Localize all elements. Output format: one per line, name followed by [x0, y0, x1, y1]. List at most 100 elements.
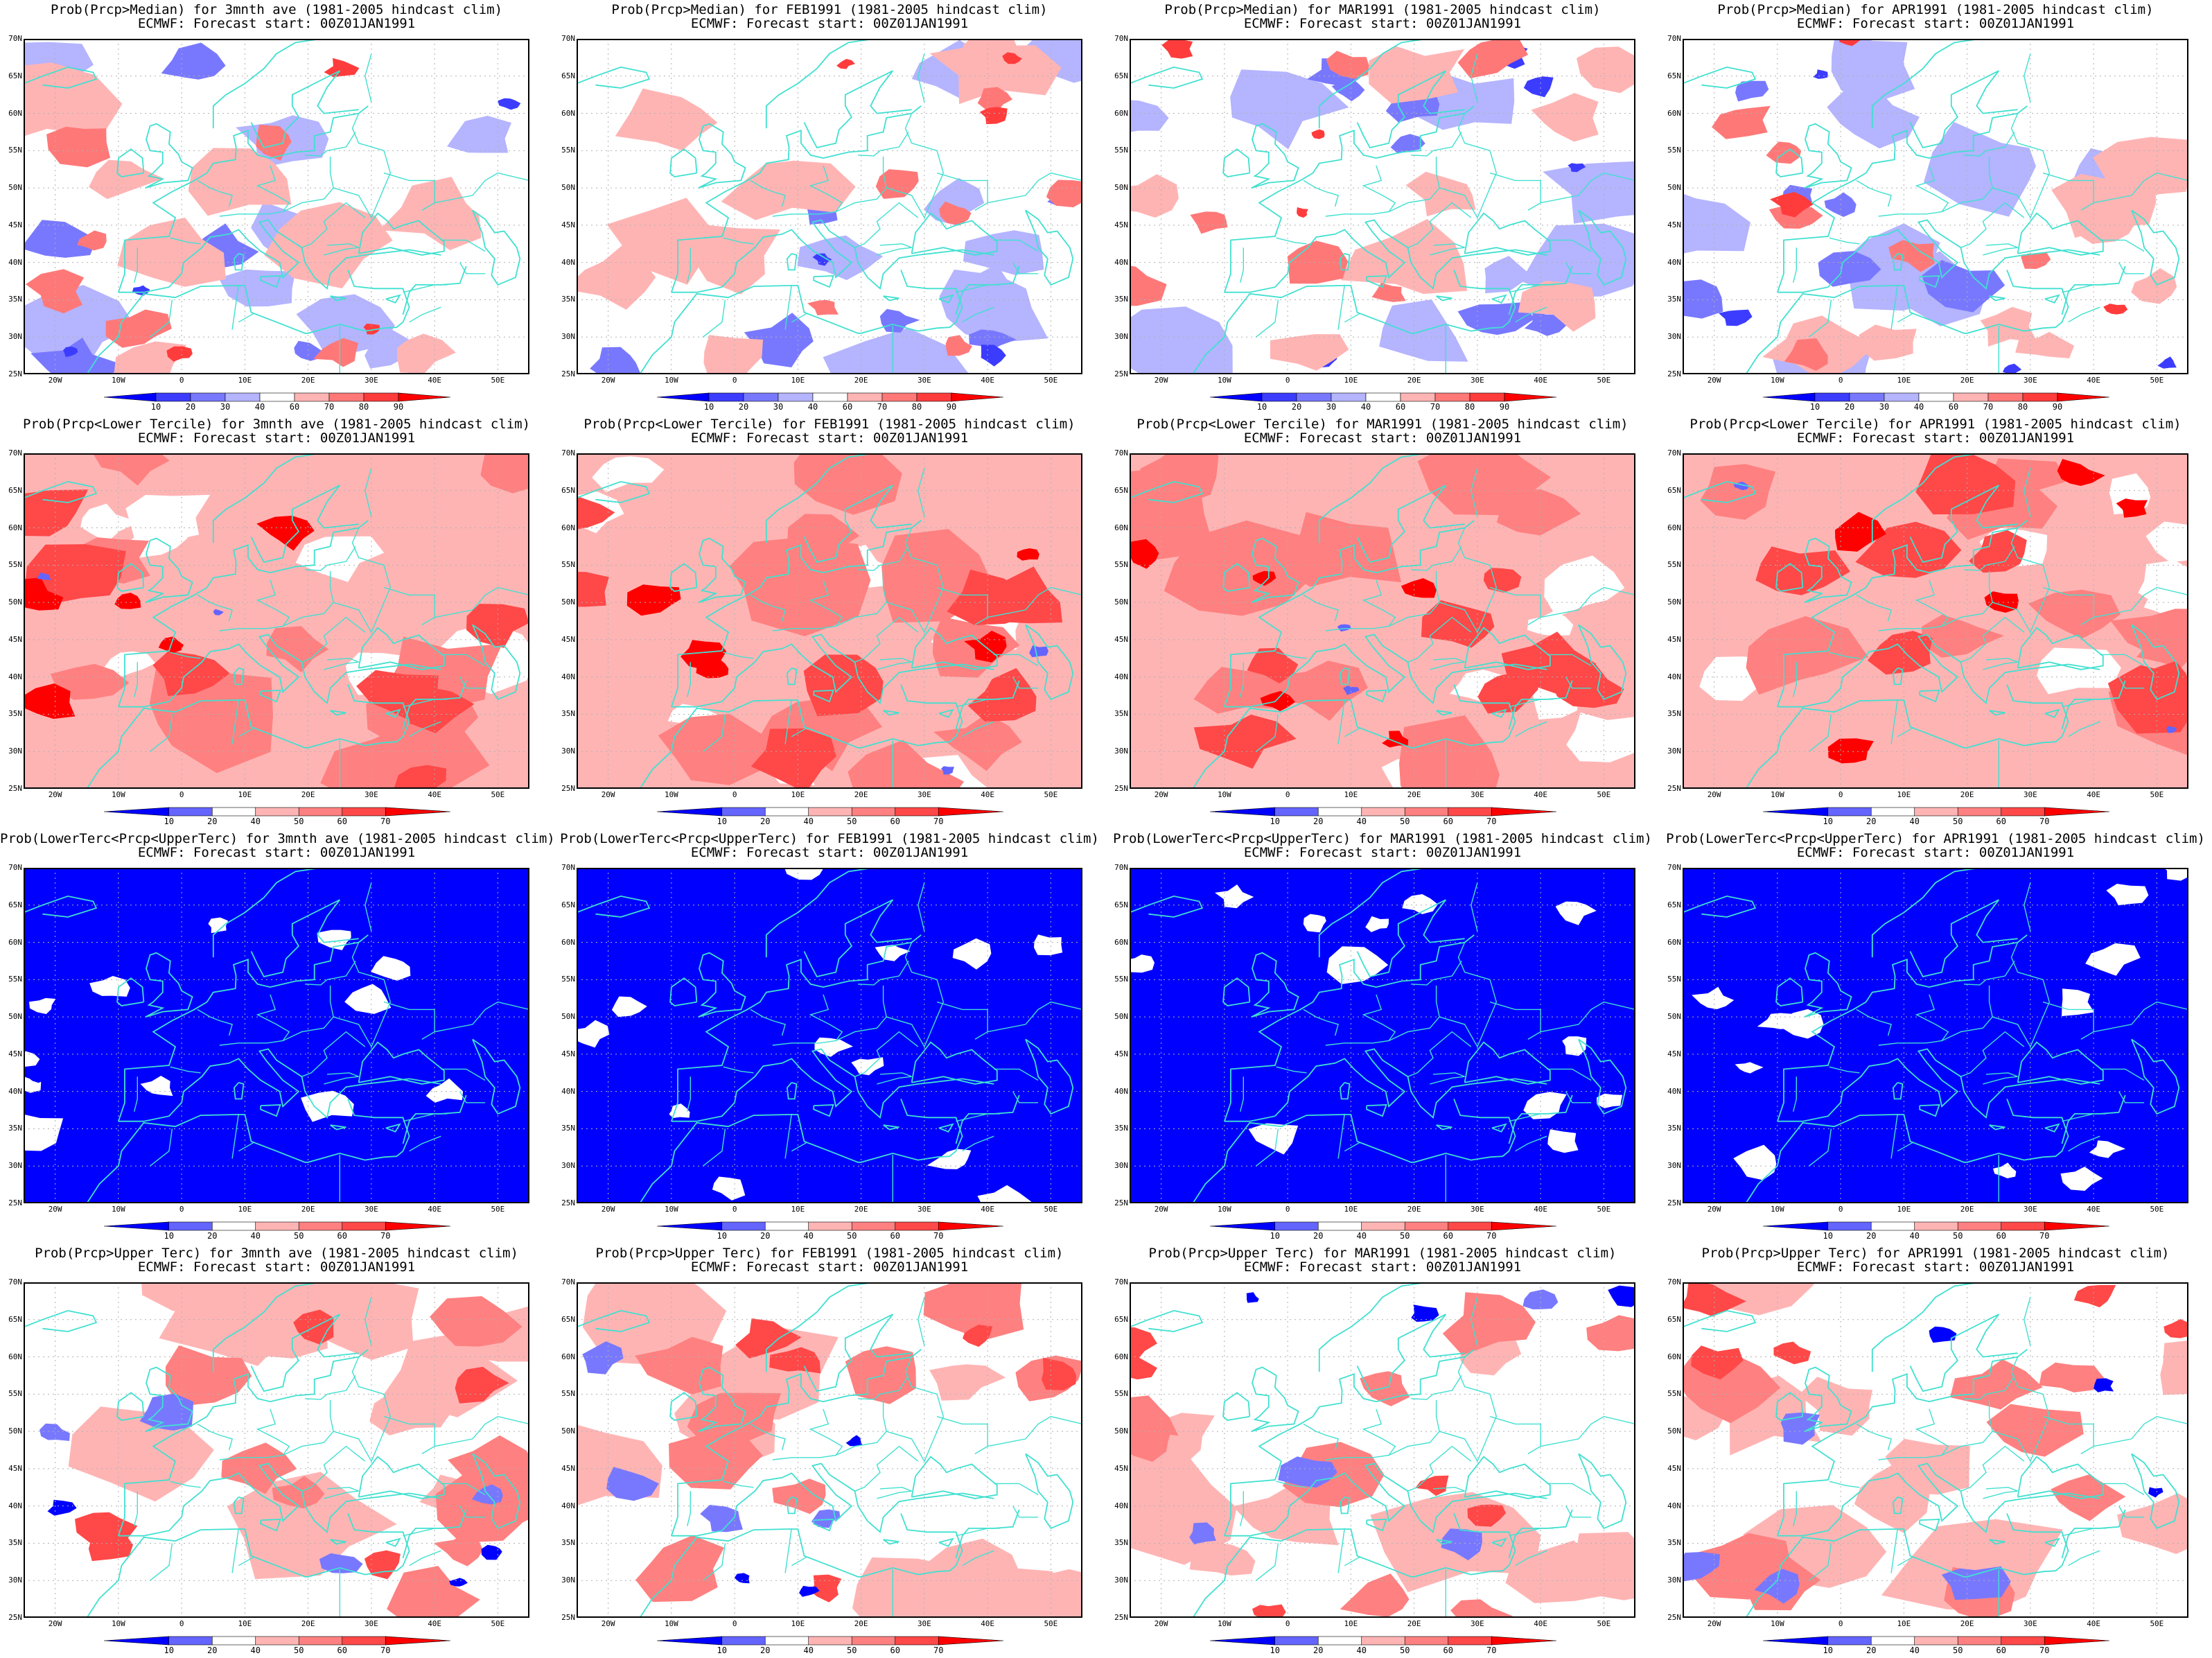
latitude-label: 65N: [1667, 485, 1681, 495]
country-border: [750, 180, 786, 207]
country-border: [2024, 1297, 2031, 1346]
latitude-label: 25N: [1114, 1198, 1128, 1207]
colorbar-swatch: [895, 807, 939, 817]
country-border: [854, 202, 919, 248]
colorbar-tick-label: 10: [703, 402, 714, 412]
colorbar-tick-label: 20: [185, 402, 196, 412]
latitude-label: 50N: [1114, 1426, 1128, 1436]
panel-subtitle: ECMWF: Forecast start: 00Z01JAN1991: [690, 1259, 969, 1275]
coastline: [1989, 1539, 2005, 1545]
colorbar-swatch: [2022, 392, 2058, 402]
latitude-label: 35N: [1114, 295, 1128, 304]
colorbar-tick-label: 90: [946, 402, 957, 412]
coastline: [1989, 1124, 2005, 1131]
colorbar-swatch: [1210, 392, 1263, 402]
coastline: [358, 627, 445, 670]
coastline: [1318, 40, 1422, 129]
panel-title: Prob(LowerTerc<Prcp<UpperTerc) for 3mnth…: [0, 831, 555, 846]
colorbar-swatch: [1763, 392, 1816, 402]
probability-contour-region: [425, 1078, 464, 1103]
latitude-label: 25N: [8, 369, 22, 378]
probability-contour-region: [845, 1435, 863, 1447]
coastline: [803, 1314, 912, 1393]
country-border: [858, 979, 881, 986]
colorbar-swatch: [255, 1221, 299, 1231]
country-border: [333, 527, 392, 634]
colorbar: [657, 1636, 1004, 1646]
longitude-label: 10W: [1770, 1619, 1784, 1628]
coastline: [1251, 123, 1299, 189]
coastline: [472, 1038, 521, 1115]
probability-contour-region: [1770, 192, 1814, 218]
probability-contour-region: [435, 1468, 528, 1543]
probability-contour-region: [1365, 916, 1389, 932]
colorbar-tick-label: 60: [890, 1231, 900, 1241]
coastline: [803, 485, 912, 564]
coastline: [1804, 123, 1852, 189]
colorbar-swatch: [812, 392, 848, 402]
colorbar-tick-label: 30: [1326, 402, 1337, 412]
probability-contour-region: [1524, 311, 1568, 336]
probability-contour-region: [140, 1076, 173, 1097]
colorbar-tick-label: 40: [250, 1646, 261, 1655]
latitude-label: 30N: [1114, 747, 1128, 756]
country-border: [1878, 1408, 1949, 1460]
colorbar-tick-label: 20: [760, 817, 771, 826]
longitude-label: 50E: [2150, 1619, 2164, 1628]
longitude-label: 20W: [601, 1205, 615, 1214]
country-border: [835, 1399, 887, 1456]
probability-contour-region: [1520, 223, 1634, 298]
latitude-label: 30N: [1667, 1161, 1681, 1171]
longitude-label: 40E: [2087, 1619, 2101, 1628]
coastline: [786, 667, 798, 686]
longitude-label: 30E: [1470, 376, 1484, 385]
latitude-label: 50N: [1667, 597, 1681, 607]
coastline: [1366, 690, 1387, 703]
colorbar-swatch: [1884, 392, 1920, 402]
colorbar-swatch: [847, 392, 883, 402]
longitude-label: 10E: [238, 790, 252, 799]
country-border: [326, 1375, 356, 1395]
latitude-label: 50N: [1667, 1426, 1681, 1436]
coastline: [1131, 895, 1204, 918]
probability-contour-region: [939, 201, 972, 225]
latitude-label: 50N: [1667, 1012, 1681, 1022]
colorbar-tick-label: 50: [1953, 817, 1963, 826]
colorbar-tick-label: 40: [803, 817, 814, 826]
coastline: [118, 1463, 441, 1537]
latitude-label: 70N: [561, 1277, 575, 1286]
probability-contour-region: [117, 218, 226, 287]
probability-contour-region: [132, 285, 150, 296]
country-border: [1439, 1356, 1498, 1463]
latitude-label: 55N: [1667, 975, 1681, 984]
country-border: [1878, 165, 1949, 217]
country-border: [987, 586, 1081, 618]
coastline: [1989, 295, 2005, 302]
panel-subtitle: ECMWF: Forecast start: 00Z01JAN1991: [690, 16, 969, 31]
country-border: [2118, 1091, 2145, 1103]
colorbar-swatch: [342, 1636, 386, 1646]
colorbar-swatch: [1210, 1636, 1276, 1646]
country-border: [784, 699, 792, 744]
probability-contour-region: [1719, 309, 1753, 326]
coastline: [118, 219, 441, 293]
latitude-label: 40N: [561, 1086, 575, 1096]
probability-contour-region: [810, 1574, 842, 1603]
country-border: [1276, 652, 1307, 659]
longitude-label: 0: [1285, 1205, 1290, 1214]
country-border: [1344, 313, 1361, 323]
country-border: [1540, 172, 1634, 204]
colorbar-tick-label: 70: [933, 1646, 944, 1655]
latitude-label: 25N: [561, 1198, 575, 1207]
map-panel: Prob(Prcp>Upper Terc) for MAR1991 (1981-…: [1106, 1244, 1659, 1658]
colorbar-swatch: [851, 807, 896, 817]
probability-contour-region: [1337, 624, 1351, 632]
coastline: [118, 934, 369, 1122]
country-border: [784, 1528, 792, 1573]
latitude-label: 35N: [1667, 1538, 1681, 1548]
probability-field-map: [25, 455, 528, 787]
panel-subtitle: ECMWF: Forecast start: 00Z01JAN1991: [1243, 1259, 1522, 1275]
probability-contour-region: [105, 309, 172, 348]
probability-contour-region: [685, 920, 700, 932]
country-border: [197, 594, 233, 622]
